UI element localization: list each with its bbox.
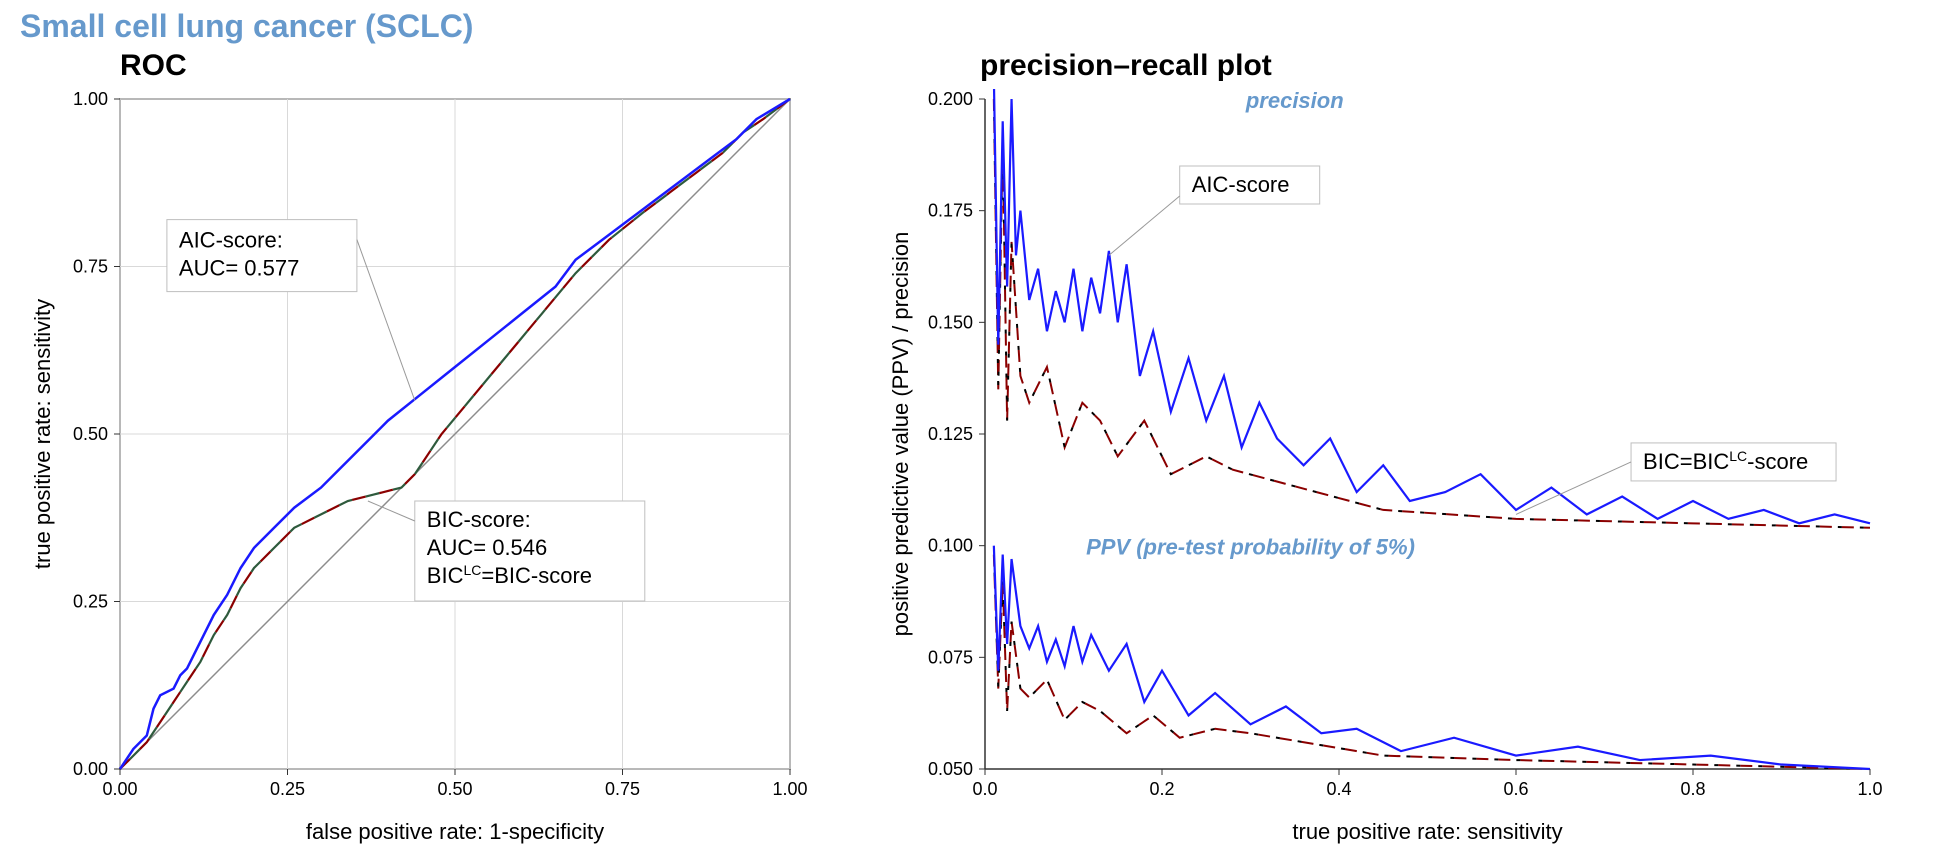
svg-text:true positive rate: sensitivit: true positive rate: sensitivity [30, 299, 55, 569]
svg-text:true positive rate: sensitivit: true positive rate: sensitivity [1292, 819, 1562, 844]
svg-text:0.25: 0.25 [73, 592, 108, 612]
svg-text:false positive rate: 1-specifi: false positive rate: 1-specificity [306, 819, 604, 844]
svg-text:BICLC=BIC-score: BICLC=BIC-score [427, 562, 592, 588]
svg-text:0.200: 0.200 [928, 89, 973, 109]
svg-text:1.00: 1.00 [73, 89, 108, 109]
svg-text:0.050: 0.050 [928, 759, 973, 779]
svg-text:0.8: 0.8 [1680, 779, 1705, 799]
svg-text:0.50: 0.50 [437, 779, 472, 799]
roc-title: ROC [120, 49, 820, 83]
svg-text:0.75: 0.75 [73, 257, 108, 277]
page-title: Small cell lung cancer (SCLC) [20, 8, 1940, 45]
svg-text:BIC-score:: BIC-score: [427, 507, 531, 532]
svg-text:PPV (pre-test probability of 5: PPV (pre-test probability of 5%) [1086, 535, 1415, 560]
svg-text:0.150: 0.150 [928, 312, 973, 332]
svg-text:AIC-score: AIC-score [1192, 172, 1290, 197]
svg-text:1.00: 1.00 [772, 779, 807, 799]
svg-text:0.0: 0.0 [972, 779, 997, 799]
svg-text:0.4: 0.4 [1326, 779, 1351, 799]
svg-text:0.6: 0.6 [1503, 779, 1528, 799]
svg-text:0.00: 0.00 [102, 779, 137, 799]
pr-panel: precision–recall plot 0.0 0.2 0.4 0.6 0.8 1.0… [880, 49, 1900, 859]
charts-row: ROC 0.00 0.25 0.50 0.75 1.00 0.00 0.25 0.50 0.75… [20, 49, 1940, 859]
roc-panel: ROC 0.00 0.25 0.50 0.75 1.00 0.00 0.25 0.50 0.75… [20, 49, 820, 859]
svg-text:0.100: 0.100 [928, 536, 973, 556]
svg-text:positive predictive value (PP: positive predictive value (PPV) / precis… [888, 232, 913, 637]
svg-text:AUC= 0.577: AUC= 0.577 [179, 256, 299, 281]
roc-chart: 0.00 0.25 0.50 0.75 1.00 0.00 0.25 0.50 0.75 1.00… [20, 89, 820, 859]
svg-text:0.50: 0.50 [73, 424, 108, 444]
svg-text:AIC-score:: AIC-score: [179, 228, 283, 253]
pr-chart: 0.0 0.2 0.4 0.6 0.8 1.0 0.050 0.075 0.100 0.125 0.… [880, 89, 1900, 859]
svg-text:AUC= 0.546: AUC= 0.546 [427, 535, 547, 560]
svg-text:0.25: 0.25 [270, 779, 305, 799]
svg-text:1.0: 1.0 [1857, 779, 1882, 799]
svg-text:0.2: 0.2 [1149, 779, 1174, 799]
svg-text:0.00: 0.00 [73, 759, 108, 779]
svg-text:0.75: 0.75 [605, 779, 640, 799]
pr-title: precision–recall plot [980, 49, 1900, 83]
svg-text:0.075: 0.075 [928, 647, 973, 667]
svg-text:BIC=BICLC-score: BIC=BICLC-score [1643, 448, 1808, 474]
svg-text:0.175: 0.175 [928, 201, 973, 221]
svg-text:precision: precision [1245, 89, 1344, 113]
svg-text:0.125: 0.125 [928, 424, 973, 444]
